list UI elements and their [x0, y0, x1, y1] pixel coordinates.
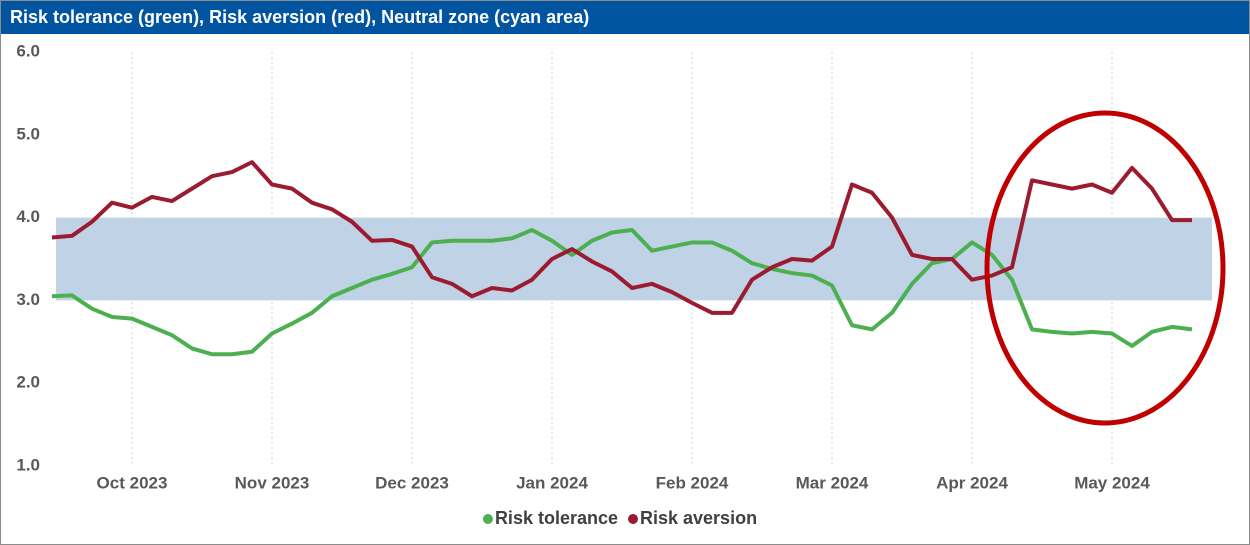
series-line — [51, 228, 1193, 357]
chart-title: Risk tolerance (green), Risk aversion (r… — [10, 7, 589, 27]
x-tick-label: May 2024 — [1074, 473, 1150, 492]
title-bar — [1, 1, 1249, 34]
x-tick-label: Mar 2024 — [796, 473, 869, 492]
series-line — [51, 160, 1192, 315]
legend-label: Risk tolerance — [495, 508, 618, 528]
y-tick-label: 3.0 — [16, 290, 40, 309]
y-tick-label: 5.0 — [16, 124, 40, 143]
plot: 1.0 2.0 3.0 4.0 5.0 6.0 Oct 2023 Nov 2023 Dec 20… — [16, 41, 1212, 528]
legend: Risk tolerance Risk aversion — [482, 508, 757, 528]
x-tick-label: Nov 2023 — [235, 473, 310, 492]
y-tick-label: 2.0 — [16, 373, 40, 392]
highlight-ellipse — [984, 110, 1226, 426]
x-tick-label: Feb 2024 — [656, 473, 729, 492]
x-tick-label: Oct 2023 — [97, 473, 168, 492]
x-tick-label: Jan 2024 — [516, 473, 588, 492]
x-tick-label: Dec 2023 — [375, 473, 449, 492]
y-tick-label: 1.0 — [16, 455, 40, 474]
legend-label: Risk aversion — [640, 508, 757, 528]
legend-marker — [482, 514, 493, 524]
x-tick-label: Apr 2024 — [936, 473, 1008, 492]
y-tick-label: 6.0 — [16, 41, 40, 60]
legend-marker — [628, 514, 638, 524]
y-tick-label: 4.0 — [16, 207, 40, 226]
